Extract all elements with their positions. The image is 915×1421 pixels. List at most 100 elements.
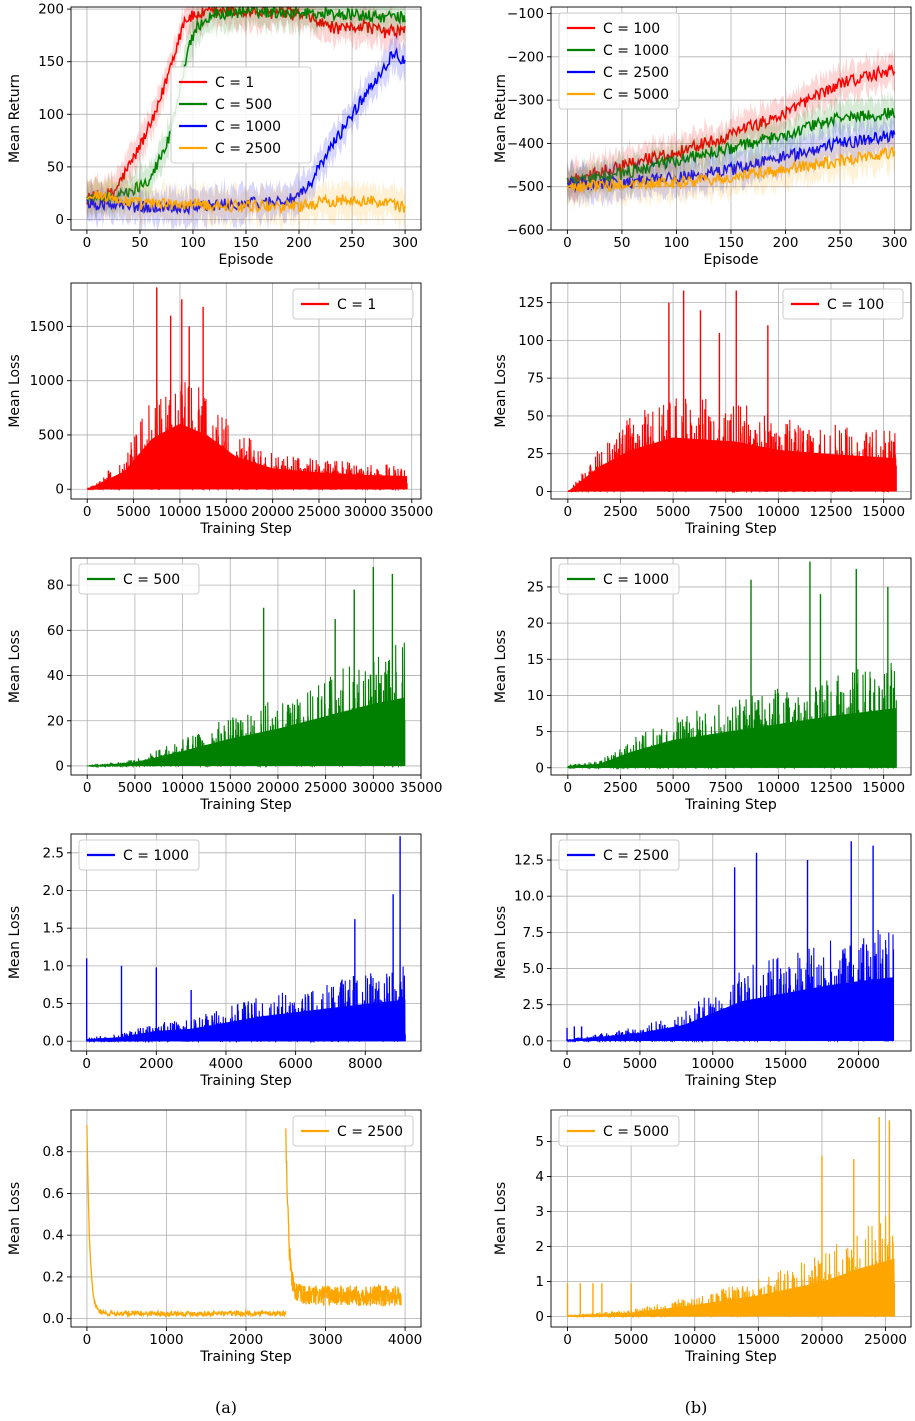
x-tick-label: 30000 — [352, 780, 395, 796]
y-tick-label: 0 — [55, 212, 64, 228]
x-tick-label: 1000 — [149, 1332, 183, 1348]
x-tick-label: 15000 — [764, 1056, 807, 1072]
y-tick-label: 0.5 — [43, 996, 64, 1012]
x-tick-label: 50 — [131, 235, 148, 251]
x-axis-label: Training Step — [684, 1073, 777, 1089]
legend-label: C = 500 — [123, 572, 180, 588]
legend-box — [78, 563, 200, 595]
x-tick-label: 12500 — [810, 504, 853, 520]
x-tick-label: 200 — [286, 235, 312, 251]
plot-area — [87, 567, 406, 769]
legend: C = 1000 — [78, 839, 200, 871]
legend: C = 1000 — [558, 563, 680, 595]
y-tick-label: 100 — [38, 107, 64, 123]
x-tick-label: 20000 — [837, 1056, 880, 1072]
legend-label: C = 1000 — [215, 119, 281, 135]
x-axis-label: Training Step — [199, 797, 292, 813]
legend-box — [558, 839, 680, 871]
y-tick-label: 20 — [527, 616, 544, 632]
x-tick-label: 10000 — [757, 504, 800, 520]
x-tick-label: 250 — [339, 235, 365, 251]
series-line — [566, 107, 896, 189]
series-line — [86, 1125, 287, 1319]
y-tick-label: 3 — [535, 1204, 544, 1220]
legend-box — [292, 1115, 414, 1147]
plot-area — [566, 841, 895, 1044]
plot-area — [86, 1125, 402, 1319]
x-axis-label: Training Step — [684, 521, 777, 537]
legend-label: C = 2500 — [603, 65, 669, 81]
legend-label: C = 1000 — [603, 43, 669, 59]
legend-label: C = 1000 — [603, 572, 669, 588]
chart-panel-6: 0 2500 5000 7500 10000 12500 15000 0 5 10 15 20 25 Tr… — [493, 557, 912, 813]
legend-box — [558, 1115, 680, 1147]
y-tick-label: 0.8 — [43, 1144, 64, 1160]
y-tick-label: 10 — [527, 688, 544, 704]
y-tick-label: 0 — [535, 1309, 544, 1325]
plot-area — [567, 290, 897, 494]
y-axis-label: Mean Return — [7, 74, 23, 163]
series-fill — [87, 697, 405, 766]
x-tick-label: 5000 — [118, 780, 152, 796]
y-tick-label: 1.0 — [43, 958, 64, 974]
chart-panel-10: 0 5000 10000 15000 20000 25000 0 1 2 3 4 5 Training … — [493, 1109, 912, 1365]
y-axis-label: Mean Loss — [7, 1182, 23, 1255]
chart-panel-5: 0 5000 10000 15000 20000 25000 30000 35000 0 20 40… — [7, 557, 442, 813]
y-axis-label: Mean Loss — [7, 354, 23, 427]
y-tick-label: 2.0 — [43, 883, 64, 899]
y-tick-label: 80 — [47, 578, 64, 594]
x-tick-label: 5000 — [614, 1332, 648, 1348]
x-tick-label: 7500 — [709, 504, 743, 520]
y-axis-label: Mean Loss — [493, 906, 509, 979]
x-tick-label: 0 — [563, 235, 572, 251]
x-tick-label: 100 — [180, 235, 206, 251]
y-tick-label: 0.0 — [43, 1034, 64, 1050]
y-tick-label: 5 — [535, 1134, 544, 1150]
plot-area — [567, 561, 897, 770]
x-tick-label: 25000 — [304, 780, 347, 796]
x-tick-label: 0 — [82, 1056, 91, 1072]
y-tick-label: −300 — [507, 93, 544, 109]
y-tick-label: 7.5 — [523, 925, 544, 941]
chart-panel-1: 0 50 100 150 200 250 300 0 50 100 150 200 Episode Mea… — [7, 2, 422, 268]
y-tick-label: 5.0 — [523, 961, 544, 977]
legend-label: C = 2500 — [337, 1124, 403, 1140]
y-tick-label: 0.4 — [43, 1228, 64, 1244]
x-tick-label: 0 — [83, 504, 92, 520]
y-tick-label: 500 — [38, 427, 64, 443]
y-tick-label: 5 — [535, 724, 544, 740]
y-tick-label: 4 — [535, 1169, 544, 1185]
legend-label: C = 1000 — [123, 848, 189, 864]
series-line — [86, 7, 406, 205]
y-tick-label: 0 — [535, 760, 544, 776]
plot-frame — [550, 833, 912, 1052]
x-axis-label: Training Step — [199, 1349, 292, 1365]
x-tick-label: 0 — [83, 1332, 92, 1348]
legend-label: C = 1 — [337, 297, 376, 313]
x-tick-label: 0 — [564, 780, 573, 796]
plot-frame — [550, 557, 912, 776]
y-axis-label: Mean Loss — [493, 1182, 509, 1255]
y-tick-label: 200 — [38, 2, 64, 18]
legend-box — [78, 839, 200, 871]
y-tick-label: 0 — [55, 758, 64, 774]
legend: C = 100 C = 1000 C = 2500 C = 5000 — [558, 12, 680, 110]
x-axis-label: Training Step — [684, 1349, 777, 1365]
y-tick-label: −600 — [507, 223, 544, 239]
x-tick-label: 15000 — [862, 780, 905, 796]
y-tick-label: 15 — [527, 652, 544, 668]
x-axis-label: Training Step — [199, 521, 292, 537]
x-tick-label: 35000 — [390, 504, 433, 520]
series-band — [86, 173, 406, 230]
plot-frame — [70, 282, 422, 500]
y-tick-label: 0.0 — [43, 1311, 64, 1327]
series-fill — [567, 1258, 895, 1317]
x-tick-label: 10000 — [691, 1056, 734, 1072]
y-tick-label: 150 — [38, 54, 64, 70]
x-tick-label: 30000 — [344, 504, 387, 520]
x-tick-label: 15000 — [737, 1332, 780, 1348]
x-tick-label: 300 — [882, 235, 908, 251]
legend: C = 2500 — [292, 1115, 414, 1147]
x-tick-label: 0 — [564, 504, 573, 520]
